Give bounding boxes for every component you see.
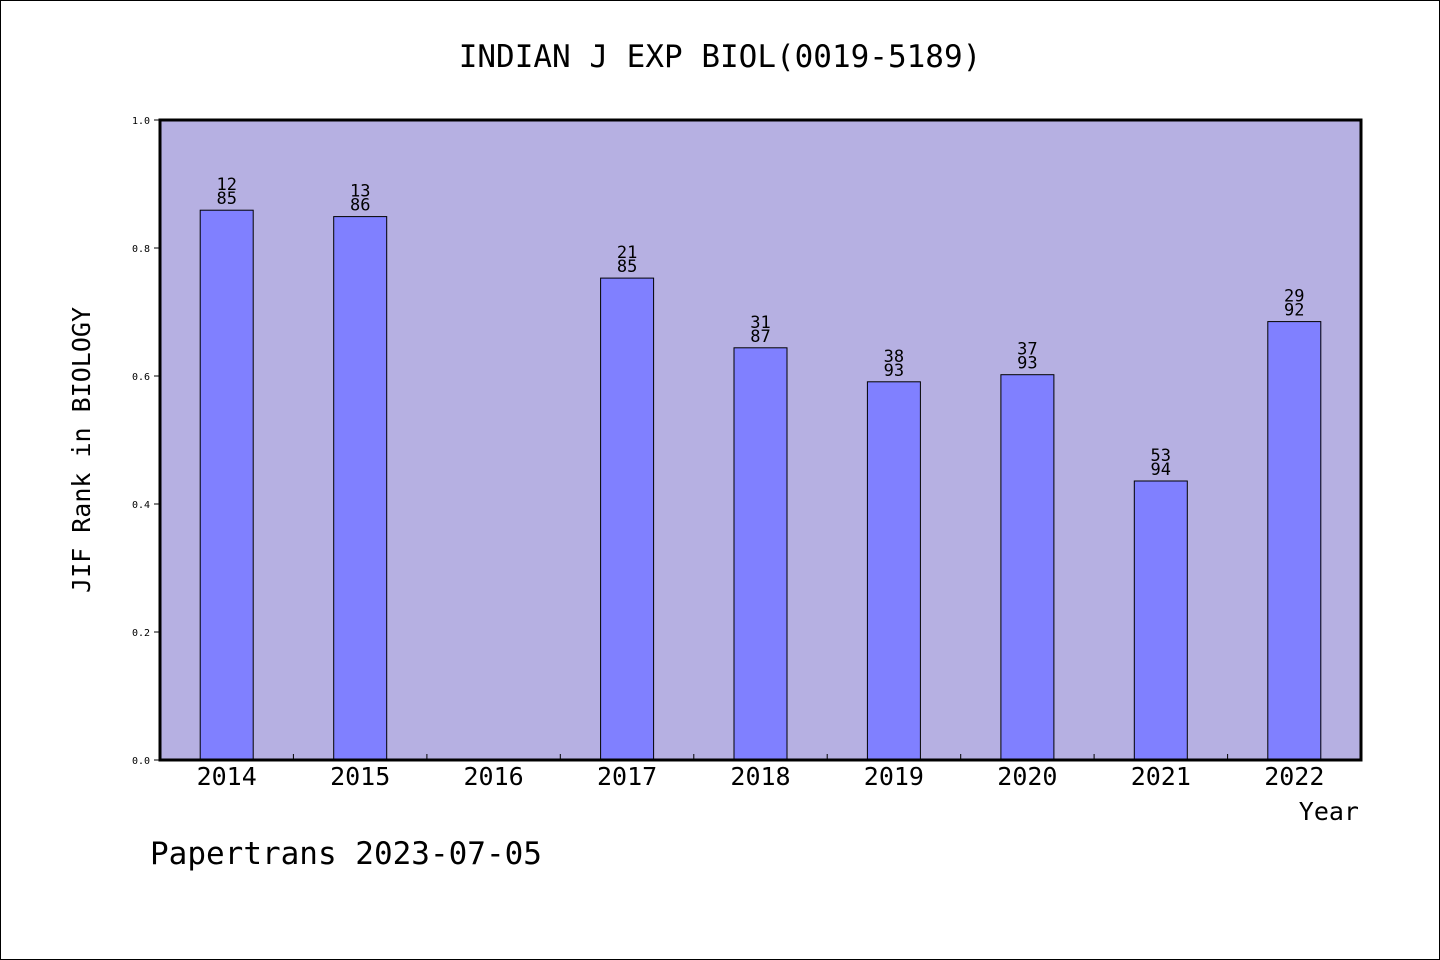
y-tick-label: 0.6 — [132, 372, 150, 383]
bar-total-label-2017: 85 — [617, 257, 637, 277]
bars-group — [199, 209, 1322, 761]
y-tick-label: 0.0 — [132, 756, 150, 767]
x-tick-label-2018: 2018 — [730, 762, 790, 791]
bar-rank-label-2015: 13 — [350, 182, 370, 202]
bar-2022 — [1267, 321, 1322, 761]
bar-2018 — [733, 347, 788, 761]
y-axis-label: JIF Rank in BIOLOGY — [67, 307, 96, 593]
bar-total-label-2020: 93 — [1017, 354, 1037, 374]
bar-rank-label-2020: 37 — [1017, 340, 1037, 360]
footer-watermark: Papertrans 2023-07-05 — [150, 836, 542, 872]
y-tick-label: 1.0 — [132, 116, 150, 127]
bar-rank-label-2019: 38 — [884, 347, 904, 367]
bar-rank-label-2021: 53 — [1151, 446, 1171, 466]
x-tick-label-2020: 2020 — [997, 762, 1057, 791]
bar-2015 — [333, 216, 388, 761]
plot-border — [158, 118, 1363, 762]
bar-2017 — [600, 277, 655, 761]
y-axis: 0.0 0.2 0.4 0.6 0.8 1.0 — [132, 116, 160, 767]
bar-rank-label-2018: 31 — [750, 313, 770, 333]
bar-total-label-2022: 92 — [1284, 301, 1304, 321]
x-tick-label-2014: 2014 — [197, 762, 257, 791]
y-tick-label: 0.8 — [132, 244, 150, 255]
bar-total-label-2018: 87 — [750, 327, 770, 347]
y-tick-label: 0.4 — [132, 500, 150, 511]
y-tick-label: 0.2 — [132, 628, 150, 639]
bar-rank-label-2017: 21 — [617, 243, 637, 263]
bar-total-label-2014: 85 — [216, 189, 236, 209]
x-tick-label-2021: 2021 — [1131, 762, 1191, 791]
x-tick-label-2022: 2022 — [1264, 762, 1324, 791]
bar-total-label-2015: 86 — [350, 196, 370, 216]
x-axis-label: Year — [1299, 797, 1359, 826]
bar-2021 — [1133, 480, 1188, 761]
bar-rank-label-2014: 12 — [216, 175, 236, 195]
bar-total-label-2019: 93 — [884, 361, 904, 381]
chart-title: INDIAN J EXP BIOL(0019-5189) — [459, 39, 982, 75]
x-axis: 2014 2015 2016 2017 2018 2019 2020 2021 2022 — [197, 754, 1324, 791]
x-tick-label-2019: 2019 — [864, 762, 924, 791]
bar-2020 — [1000, 374, 1055, 761]
bar-total-label-2021: 94 — [1151, 460, 1171, 480]
bar-2014 — [199, 209, 254, 761]
bar-2019 — [866, 381, 921, 761]
bar-rank-label-2022: 29 — [1284, 287, 1304, 307]
x-tick-label-2017: 2017 — [597, 762, 657, 791]
x-tick-label-2016: 2016 — [463, 762, 523, 791]
x-tick-label-2015: 2015 — [330, 762, 390, 791]
